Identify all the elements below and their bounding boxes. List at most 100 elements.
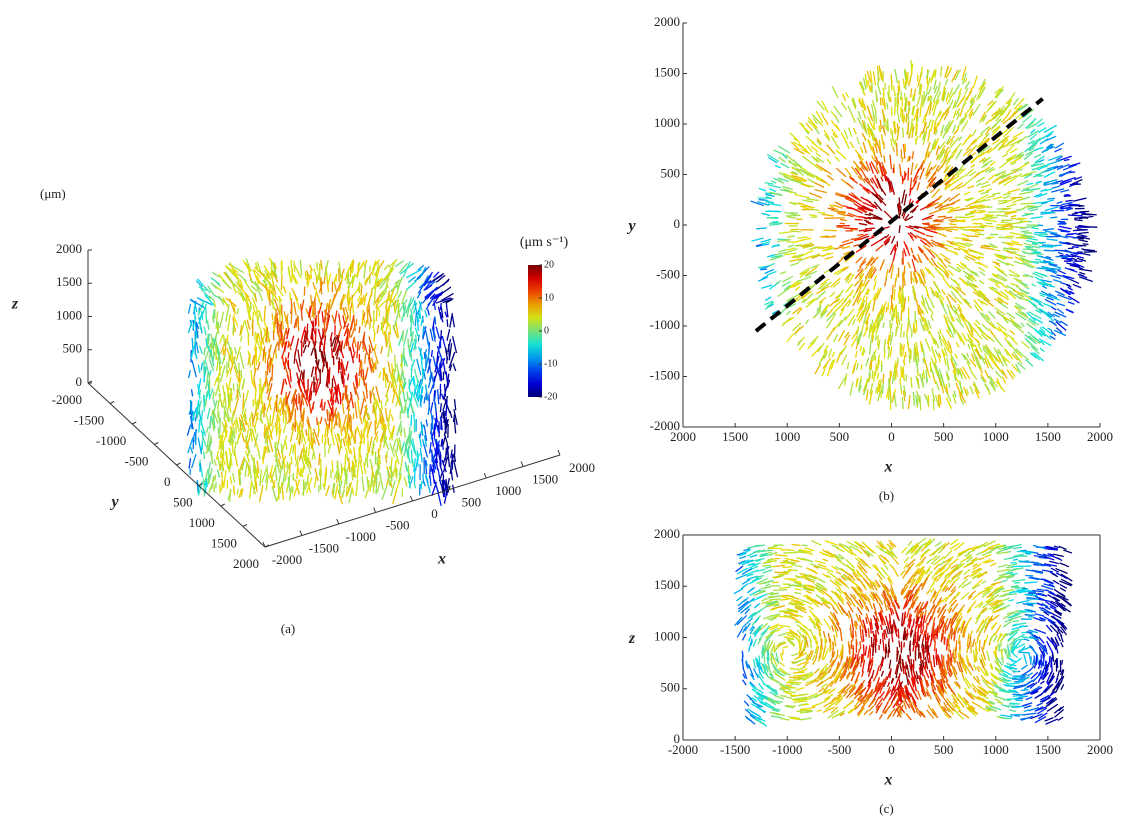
flow-streak bbox=[764, 268, 775, 274]
flow-streak bbox=[933, 126, 937, 135]
flow-streak bbox=[195, 321, 200, 330]
flow-streak bbox=[273, 298, 281, 315]
flow-streak bbox=[435, 274, 446, 283]
flow-streak bbox=[228, 269, 241, 282]
flow-streak bbox=[227, 376, 232, 395]
flow-streak bbox=[267, 272, 272, 280]
flow-streak bbox=[1080, 252, 1091, 256]
flow-streak bbox=[841, 574, 849, 581]
flow-streak bbox=[1001, 225, 1014, 228]
flow-streak bbox=[204, 342, 212, 360]
flow-streak bbox=[200, 442, 204, 453]
flow-streak bbox=[1011, 353, 1019, 361]
flow-streak bbox=[1047, 197, 1056, 200]
flow-streak bbox=[1064, 289, 1074, 295]
flow-streak bbox=[957, 167, 966, 177]
flow-streak bbox=[792, 166, 805, 177]
flow-streak bbox=[347, 272, 351, 288]
flow-streak bbox=[264, 430, 268, 444]
flow-streak bbox=[969, 205, 976, 209]
flow-streak bbox=[288, 407, 292, 420]
flow-streak bbox=[960, 114, 967, 124]
flow-streak bbox=[1073, 216, 1086, 220]
flow-streak bbox=[416, 358, 422, 376]
flow-streak bbox=[439, 464, 445, 477]
flow-streak bbox=[908, 618, 912, 629]
flow-streak bbox=[796, 276, 812, 283]
flow-streak bbox=[816, 680, 824, 688]
flow-streak bbox=[998, 177, 1011, 186]
flow-streak bbox=[858, 229, 868, 232]
flow-streak bbox=[221, 354, 226, 365]
flow-streak bbox=[242, 260, 251, 272]
flow-streak bbox=[1001, 588, 1015, 593]
flow-streak bbox=[901, 344, 905, 357]
flow-streak bbox=[898, 640, 901, 648]
flow-streak bbox=[328, 367, 331, 385]
flow-streak bbox=[310, 270, 313, 280]
flow-streak bbox=[970, 205, 986, 209]
flow-streak bbox=[893, 305, 897, 318]
flow-streak bbox=[341, 392, 345, 402]
flow-streak bbox=[199, 298, 213, 306]
flow-streak bbox=[846, 361, 850, 370]
flow-streak bbox=[1039, 260, 1047, 264]
flow-streak bbox=[325, 309, 331, 326]
flow-streak bbox=[410, 449, 413, 464]
flow-streak bbox=[800, 122, 805, 128]
flow-streak bbox=[1049, 560, 1059, 565]
flow-streak bbox=[789, 201, 801, 205]
flow-streak bbox=[1024, 144, 1033, 153]
flow-streak bbox=[430, 412, 434, 431]
flow-streak bbox=[253, 339, 258, 352]
flow-streak bbox=[940, 242, 954, 248]
flow-streak bbox=[790, 171, 798, 176]
flow-streak bbox=[1066, 284, 1072, 288]
flow-streak bbox=[993, 624, 1002, 636]
flow-streak bbox=[343, 307, 345, 316]
flow-streak bbox=[994, 249, 1001, 252]
flow-streak bbox=[884, 124, 888, 130]
flow-streak bbox=[858, 257, 867, 268]
flow-streak bbox=[803, 183, 815, 188]
flow-streak bbox=[1074, 176, 1083, 181]
flow-streak bbox=[976, 210, 986, 214]
flow-streak bbox=[301, 430, 307, 444]
flow-streak bbox=[831, 128, 839, 138]
flow-streak bbox=[1051, 185, 1061, 190]
flow-streak bbox=[873, 320, 879, 333]
flow-streak bbox=[924, 538, 936, 549]
flow-streak bbox=[1079, 210, 1090, 213]
flow-streak bbox=[968, 324, 977, 333]
flow-streak bbox=[329, 332, 333, 341]
flow-streak bbox=[981, 679, 991, 689]
flow-streak bbox=[1013, 97, 1025, 110]
flow-streak bbox=[883, 171, 886, 179]
flow-streak bbox=[252, 304, 257, 316]
flow-streak bbox=[830, 135, 840, 150]
flow-streak bbox=[910, 162, 914, 176]
flow-streak bbox=[823, 618, 832, 630]
flow-streak bbox=[796, 307, 803, 315]
flow-streak bbox=[1061, 201, 1073, 206]
flow-streak bbox=[1032, 164, 1046, 171]
flow-streak bbox=[427, 404, 431, 416]
flow-streak bbox=[1030, 671, 1039, 680]
flow-streak bbox=[872, 593, 879, 602]
flow-streak bbox=[941, 289, 946, 296]
flow-streak bbox=[1006, 262, 1015, 267]
flow-streak bbox=[853, 243, 859, 247]
flow-streak bbox=[870, 128, 876, 138]
flow-streak bbox=[334, 281, 342, 298]
flow-streak bbox=[859, 305, 867, 321]
flow-streak bbox=[873, 274, 878, 282]
flow-streak bbox=[1036, 121, 1045, 127]
flow-streak bbox=[408, 378, 413, 388]
flow-streak bbox=[266, 344, 273, 362]
flow-streak bbox=[955, 286, 967, 296]
flow-streak bbox=[450, 449, 453, 459]
flow-streak bbox=[972, 563, 982, 570]
flow-streak bbox=[306, 419, 310, 428]
flow-streak bbox=[868, 269, 874, 277]
flow-streak bbox=[945, 397, 953, 410]
